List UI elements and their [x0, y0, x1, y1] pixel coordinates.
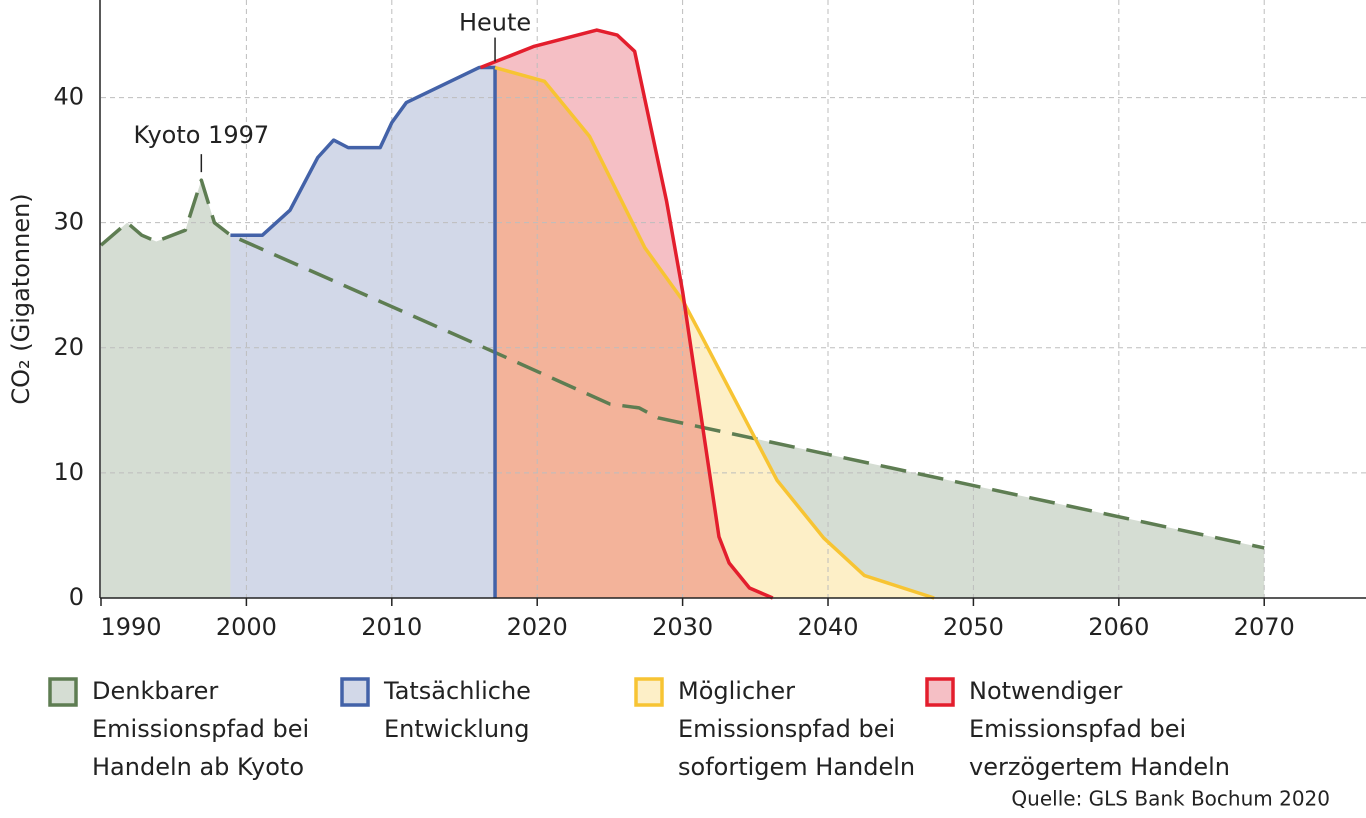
line	[99, 178, 1265, 550]
line	[479, 28, 774, 600]
legend-swatch	[634, 677, 664, 707]
areas	[101, 30, 1265, 599]
x-tick-label: 2070	[1234, 613, 1295, 641]
legend-label: Denkbarer Emissionspfad bei Handeln ab Kyo…	[92, 677, 309, 781]
x-tick-label: 2040	[797, 613, 858, 641]
source: Quelle: GLS Bank Bochum 2020	[1011, 787, 1330, 811]
x-tick-label: 2000	[216, 613, 277, 641]
x-tick-label: 2030	[652, 613, 713, 641]
legend-label: Tatsächliche Entwicklung	[383, 677, 531, 743]
legend-swatch	[925, 677, 955, 707]
annotation: Heute	[459, 9, 531, 37]
x-tick-label: 1990	[100, 613, 161, 641]
legend-swatch	[48, 677, 78, 707]
x-tick-label: 2020	[507, 613, 568, 641]
area	[480, 30, 773, 599]
y-tick-label: 10	[53, 458, 84, 486]
x-tick-label: 2050	[943, 613, 1004, 641]
legend-label: Möglicher Emissionspfad bei sofortigem Han…	[678, 677, 915, 781]
x-tick-label: 2010	[361, 613, 422, 641]
legend-swatch	[340, 677, 370, 707]
legend-label: Notwendiger Emissionspfad bei verzögertem …	[969, 677, 1230, 781]
y-tick-label: 20	[53, 333, 84, 361]
grid	[100, 0, 1366, 606]
annotation: Kyoto 1997	[133, 121, 269, 149]
line	[494, 65, 935, 600]
x-tick-label: 2060	[1088, 613, 1149, 641]
lines	[99, 28, 1265, 600]
y-tick-label: 0	[69, 583, 84, 611]
y-tick-label: 40	[53, 83, 84, 111]
y-tick-label: 30	[53, 208, 84, 236]
y-axis-label: CO₂ (Gigatonnen)	[7, 193, 35, 404]
